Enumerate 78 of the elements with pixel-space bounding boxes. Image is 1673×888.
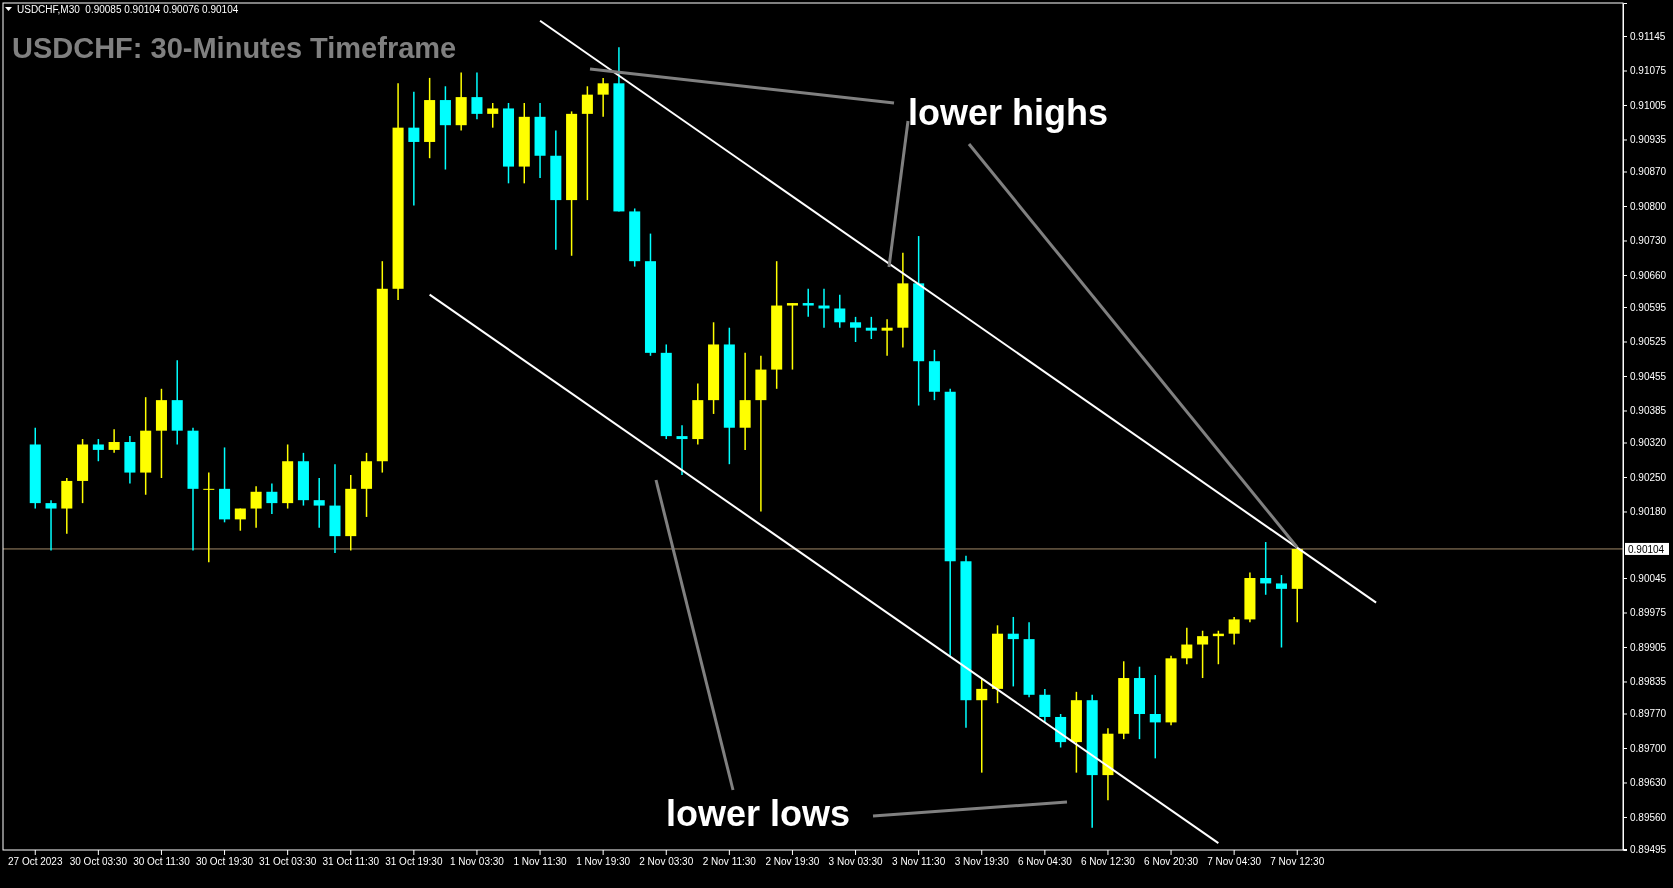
x-tick-label: 27 Oct 2023 — [8, 856, 63, 867]
x-tick-label: 2 Nov 11:30 — [702, 856, 757, 867]
y-tick-label: 0.90180 — [1630, 506, 1667, 518]
x-tick-label: 3 Nov 11:30 — [892, 856, 946, 867]
candlestick — [802, 288, 814, 318]
x-tick-label: 1 Nov 11:30 — [513, 856, 568, 867]
annotation: lower lows — [666, 793, 851, 834]
y-tick-label: 0.90250 — [1630, 471, 1667, 483]
y-tick-label: 0.89835 — [1630, 676, 1667, 688]
candlestick — [92, 438, 104, 462]
candlestick — [1197, 629, 1209, 679]
candlestick — [471, 71, 483, 121]
candlestick — [1275, 574, 1287, 649]
x-tick-label: 3 Nov 03:30 — [828, 856, 883, 867]
x-tick-label: 3 Nov 19:30 — [954, 856, 1010, 867]
candlestick — [1181, 627, 1193, 665]
y-tick-label: 0.89700 — [1630, 742, 1667, 754]
x-tick-label: 31 Oct 03:30 — [259, 856, 317, 867]
y-tick-label: 0.90800 — [1630, 200, 1667, 212]
candlestick — [313, 477, 325, 529]
candlestick — [408, 90, 420, 207]
text: USDCHF: 30-Minutes Timeframe — [12, 32, 457, 64]
candlestick — [108, 428, 120, 454]
candlestick — [865, 316, 877, 340]
y-tick-label: 0.89495 — [1630, 843, 1667, 855]
y-tick-label: 0.90730 — [1630, 235, 1667, 247]
y-tick-label: 0.91005 — [1630, 99, 1667, 111]
candlestick — [976, 677, 988, 774]
y-tick-label: 0.90385 — [1630, 405, 1667, 417]
x-tick-label: 6 Nov 20:30 — [1144, 856, 1199, 867]
y-tick-label: 0.90525 — [1630, 336, 1667, 348]
x-tick-label: 7 Nov 04:30 — [1207, 856, 1262, 867]
candlestick — [203, 471, 215, 563]
y-tick-label: 0.90660 — [1630, 269, 1667, 281]
y-tick-label: 0.90045 — [1630, 572, 1667, 584]
candlestick — [487, 102, 499, 129]
candlestick — [1260, 541, 1272, 596]
candlestick — [881, 318, 893, 357]
y-tick-label: 0.90320 — [1630, 437, 1667, 449]
candlestick — [581, 85, 593, 201]
candlestick — [850, 316, 862, 343]
candlestick — [250, 485, 262, 529]
candlestick — [1039, 688, 1051, 724]
y-tick-label: 0.90455 — [1630, 370, 1667, 382]
y-tick-label: 0.90935 — [1630, 134, 1667, 146]
y-tick-label: 0.89905 — [1630, 641, 1667, 653]
x-tick-label: 2 Nov 03:30 — [639, 856, 694, 867]
x-tick-label: 30 Oct 11:30 — [133, 856, 191, 867]
y-tick-label: 0.90595 — [1630, 301, 1667, 313]
candlestick — [786, 302, 798, 371]
x-tick-label: 6 Nov 12:30 — [1080, 856, 1136, 867]
y-tick-label: 0.89770 — [1630, 708, 1667, 720]
candlestick — [1228, 616, 1240, 646]
x-tick-label: 6 Nov 04:30 — [1017, 856, 1073, 867]
y-tick-label: 0.89560 — [1630, 811, 1667, 823]
ref-line-label: 0.90104 — [1628, 543, 1665, 555]
chart-subtitle: USDCHF,M30 0.90085 0.90104 0.90076 0.90104 — [17, 4, 239, 15]
candlestick — [834, 293, 846, 329]
candlestick — [1007, 616, 1019, 688]
x-tick-label: 1 Nov 19:30 — [576, 856, 631, 867]
y-tick-label: 0.90870 — [1630, 166, 1667, 178]
y-tick-label: 0.89630 — [1630, 777, 1667, 789]
annotation: lower highs — [908, 92, 1109, 133]
candlestick — [1149, 674, 1161, 760]
x-tick-label: 31 Oct 19:30 — [385, 856, 443, 867]
x-tick-label: 7 Nov 12:30 — [1270, 856, 1325, 867]
candlestick — [266, 482, 278, 515]
y-tick-label: 0.91145 — [1630, 30, 1666, 42]
x-tick-label: 1 Nov 03:30 — [449, 856, 505, 867]
candlestick — [45, 499, 57, 552]
candlestick — [676, 424, 688, 476]
x-tick-label: 30 Oct 03:30 — [69, 856, 128, 867]
candlestick — [597, 77, 609, 118]
x-tick-label: 2 Nov 19:30 — [765, 856, 820, 867]
y-tick-label: 0.89975 — [1630, 607, 1667, 619]
x-tick-label: 30 Oct 19:30 — [195, 856, 254, 867]
y-tick-label: 0.91075 — [1630, 65, 1667, 77]
x-tick-label: 31 Oct 11:30 — [322, 856, 380, 867]
